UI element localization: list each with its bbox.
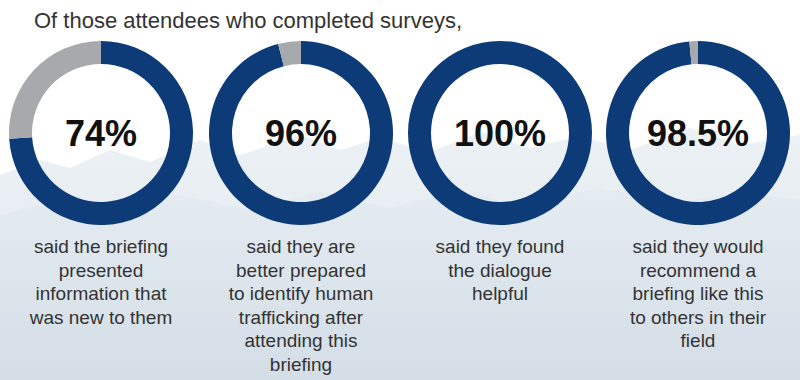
data-label: 74% [65,113,137,154]
donut-marks [408,41,592,225]
caption-line: trafficking after [239,307,364,328]
donut-segment [278,41,301,66]
donut-chart: 96% [209,41,393,225]
caption-line: presented [59,260,144,281]
caption: said they are better preparedto identify … [229,236,374,375]
donut-chart: 98.5% [606,41,790,225]
caption-line: to others in their [630,307,767,328]
donut-segment [209,41,393,225]
caption-line: attending this [244,330,357,351]
donut-segment [408,41,592,225]
caption-line: information that [36,283,168,304]
donut-marks [606,41,790,225]
donut-marks [209,41,393,225]
caption-line: better prepared [236,260,366,281]
mountain-ridge [0,128,800,380]
caption-line: to identify human [229,283,374,304]
heading: Of those attendees who completed surveys… [34,8,462,33]
donut-chart: 100% [408,41,592,225]
caption-line: helpful [472,283,528,304]
caption: said they found the dialoguehelpful [436,236,565,304]
donut-segment [606,41,790,225]
donut-segment [500,41,501,64]
caption: said they would recommend abriefing like … [630,236,767,351]
caption: said the briefing presentedinformation th… [29,236,173,328]
caption-line: said they found [436,236,565,257]
donut-chart: 74% [9,41,193,225]
data-label: 100% [454,113,546,154]
caption-line: was new to them [29,307,173,328]
caption-line: briefing [270,354,332,375]
caption-line: briefing like this [633,283,764,304]
data-label: 98.5% [647,113,749,154]
caption-line: said the briefing [34,236,168,257]
caption-line: field [681,330,716,351]
caption-line: the dialogue [448,260,552,281]
caption-line: said they would [633,236,764,257]
donut-marks [9,41,193,225]
caption-line: said they are [247,236,356,257]
donut-segment [689,41,698,64]
background-fill [0,0,800,380]
data-label: 96% [265,113,337,154]
caption-line: recommend a [640,260,757,281]
donut-segment [9,41,193,225]
infographic: Of those attendees who completed surveys… [0,0,800,380]
background [0,0,800,380]
